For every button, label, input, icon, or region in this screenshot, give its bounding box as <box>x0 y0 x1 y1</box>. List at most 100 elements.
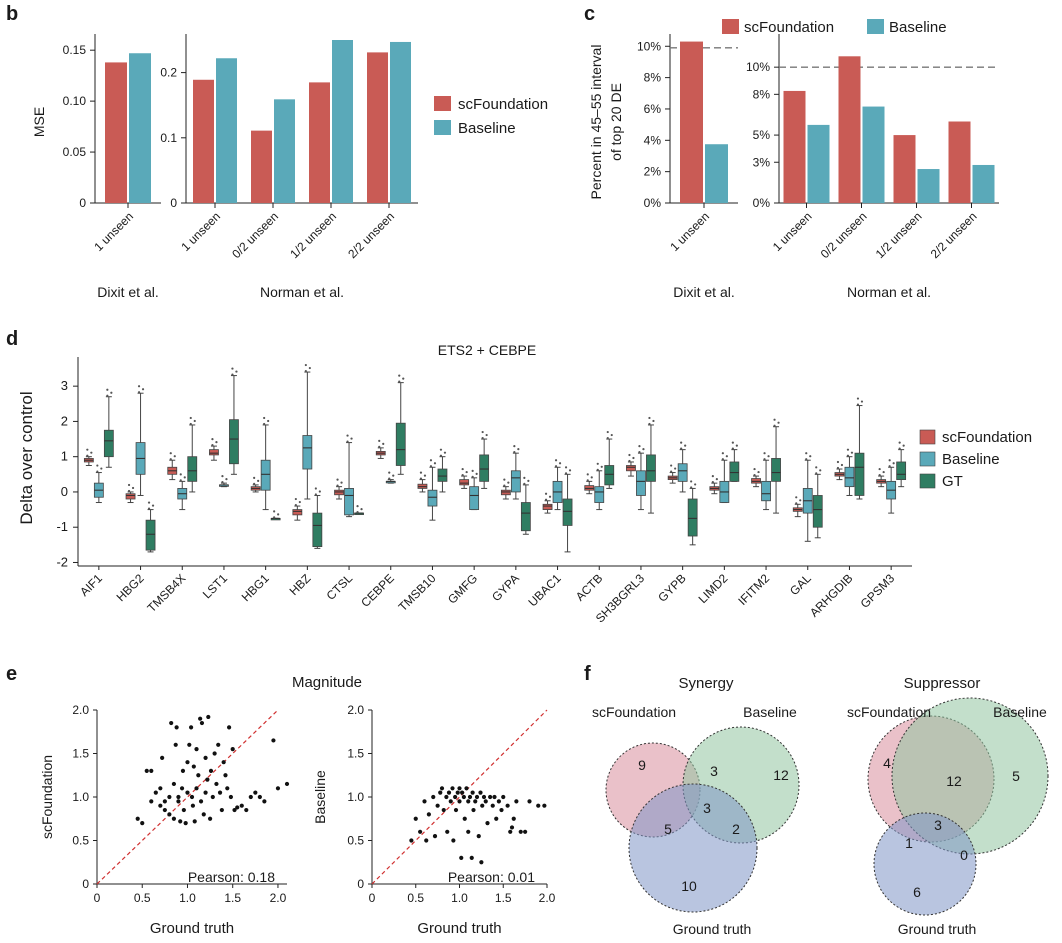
e-plot1-pearson-annotation: Pearson: 0.18 <box>188 869 275 885</box>
d-outlier-baseline-gypa <box>517 448 520 451</box>
d-legend-label-gt: GT <box>942 473 963 490</box>
c-bar-scfoundation-1-unseen <box>783 90 806 203</box>
d-box-gt-ubac1 <box>562 498 573 526</box>
e-plot1-point <box>140 821 145 826</box>
c-bar-scfoundation-2-2-unseen <box>948 121 971 203</box>
d-y-axis-label: Delta over control <box>17 391 36 524</box>
e-plot2-point <box>438 790 443 795</box>
d-outlier-baseline-ifitm2 <box>763 458 766 461</box>
b-group0-ytick-label: 0.10 <box>63 94 87 108</box>
d-outlier-scfoundation-lst1 <box>211 438 214 441</box>
d-outlier-baseline-sh3bgrl3 <box>638 445 641 448</box>
e-plot1-point <box>198 799 204 804</box>
d-outlier-scfoundation-lst1 <box>215 441 218 444</box>
e-plot2-xtick-label: 0 <box>369 891 376 905</box>
e-plot1-point <box>189 794 195 800</box>
e-plot1-point <box>226 725 232 730</box>
e-plot1-point <box>169 720 174 726</box>
e-plot1-point <box>191 764 196 769</box>
b-legend-swatch-scfoundation <box>434 96 451 111</box>
e-plot1-x-axis-label: Ground truth <box>150 920 234 937</box>
e-plot2-point <box>488 794 493 800</box>
d-outlier-baseline-sh3bgrl3 <box>642 448 645 451</box>
f-venn-synergy-set-label-scfoundation: scFoundation <box>592 704 676 720</box>
e-plot1-point <box>181 807 186 813</box>
d-outlier-baseline-gypa <box>513 451 516 454</box>
e-plot1-ytick-label: 0 <box>82 877 89 891</box>
d-outlier-scfoundation-ctsl <box>336 484 339 487</box>
e-plot1-point <box>216 742 221 747</box>
d-outlier-gt-tmsb10 <box>439 454 443 457</box>
e-plot2-point <box>542 803 547 808</box>
d-ytick-label: -1 <box>56 519 68 534</box>
b-group0-ytick-label: 0.05 <box>63 145 87 159</box>
c-xtick-label: 1 unseen <box>770 209 815 254</box>
b-group-label-norman-et-al: Norman et al. <box>260 284 344 300</box>
d-outlier-scfoundation-ifitm2 <box>753 467 756 471</box>
d-outlier-scfoundation-hbz <box>298 500 301 504</box>
f-venn-synergy-circle-ground-truth <box>628 783 758 913</box>
e-plot2-point <box>461 794 466 800</box>
d-box-gt-hbg2 <box>145 519 156 551</box>
d-outlier-gt-sh3bgrl3 <box>648 416 651 420</box>
e-plot1-point <box>232 807 237 813</box>
d-outlier-scfoundation-limd2 <box>715 478 718 481</box>
e-plot2-point <box>453 794 458 800</box>
e-plot2-point <box>464 786 469 791</box>
d-box-scfoundation-gmfg <box>459 479 470 486</box>
e-plot2-point <box>466 799 471 804</box>
f-venn-suppressor-count-all: 3 <box>934 817 942 833</box>
e-plot1-point <box>171 781 177 787</box>
c-legend-swatch-baseline <box>867 19 884 34</box>
b-bar-scfoundation-1-unseen <box>105 62 127 203</box>
b-bar-baseline-2-2-unseen <box>390 41 411 204</box>
d-outlier-scfoundation-actb <box>590 476 593 479</box>
d-box-baseline-ctsl <box>344 488 354 516</box>
b-bar-scfoundation-2-2-unseen <box>367 52 388 203</box>
e-plot2-point <box>469 855 474 861</box>
d-box-gt-gypa <box>520 502 531 532</box>
b-bar-scfoundation-0-2-unseen <box>251 130 272 203</box>
e-plot2-point <box>511 816 516 821</box>
d-outlier-baseline-hbg2 <box>137 385 141 388</box>
d-outlier-baseline-ctsl <box>346 440 349 443</box>
d-outlier-gt-limd2 <box>731 441 734 444</box>
e-plot2-point <box>496 799 501 804</box>
e-plot1-point <box>185 760 190 765</box>
d-gene-label-aif1: AIF1 <box>77 571 105 599</box>
b-group0-ytick-label: 0.15 <box>63 43 87 57</box>
e-plot1-point <box>158 786 163 791</box>
e-plot2-point <box>494 816 499 821</box>
d-outlier-scfoundation-sh3bgrl3 <box>632 456 635 460</box>
e-plot2-point <box>450 786 455 791</box>
e-plot1-point <box>162 807 167 813</box>
d-box-gt-sh3bgrl3 <box>646 454 656 482</box>
d-outlier-gt-ubac1 <box>568 469 572 472</box>
c-y-axis-label-line2: of top 20 DE <box>608 83 624 161</box>
d-box-gt-ifitm2 <box>771 458 781 482</box>
d-ytick-label: 0 <box>61 484 68 499</box>
d-outlier-gt-gal <box>815 472 818 475</box>
e-plot2-xtick-label: 1.5 <box>495 891 512 905</box>
d-outlier-scfoundation-ubac1 <box>548 495 552 498</box>
e-plot1-point <box>210 794 215 800</box>
d-outlier-gt-ubac1 <box>564 472 568 475</box>
c-group0-ytick-label: 0% <box>644 196 662 210</box>
d-box-baseline-hbz <box>302 435 313 470</box>
e-plot2-point <box>490 803 495 808</box>
d-outlier-gt-hbg1 <box>273 510 276 513</box>
e-plot1-point <box>149 768 154 774</box>
c-group0-ytick-label: 10% <box>637 39 661 53</box>
f-venn-synergy-title: Synergy <box>678 675 734 692</box>
b-legend-label-scfoundation: scFoundation <box>458 96 548 113</box>
panel-label-c: c <box>584 3 595 25</box>
d-gene-label-gypb: GYPB <box>655 571 688 604</box>
e-plot1-point <box>230 747 235 752</box>
c-group-label-dixit-et-al: Dixit et al. <box>673 284 734 300</box>
d-outlier-baseline-lst1 <box>221 475 224 478</box>
d-outlier-gt-tmsb4x <box>193 419 196 423</box>
d-gene-label-ubac1: UBAC1 <box>525 571 563 609</box>
d-outlier-scfoundation-tmsb10 <box>419 477 423 480</box>
d-outlier-baseline-ctsl <box>346 434 349 437</box>
c-xtick-label: 0/2 unseen <box>818 209 870 261</box>
